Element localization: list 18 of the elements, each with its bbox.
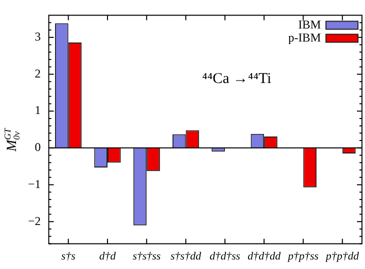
x-tick-label: d†d — [99, 250, 116, 262]
y-tick-label: −2 — [28, 214, 41, 228]
x-tick-label: s†s — [61, 250, 76, 262]
legend-label: IBM — [298, 17, 322, 32]
legend-label: p-IBM — [288, 30, 322, 44]
y-tick-label: 0 — [34, 140, 41, 154]
x-tick-label: d†d†ss — [210, 250, 240, 262]
x-tick-label: s†s†dd — [170, 250, 202, 262]
x-tick-label: s†s†ss — [132, 250, 161, 262]
y-tick-label: 1 — [34, 103, 41, 118]
x-tick-label: p†p†ss — [286, 250, 319, 262]
y-tick-label: 3 — [34, 29, 41, 44]
annotation: ⁴⁴Ca →⁴⁴Ti — [202, 71, 272, 88]
y-axis-title: MGT0ν — [2, 127, 22, 152]
x-tick-label: p†p†dd — [324, 250, 360, 262]
y-tick-label: −1 — [28, 176, 41, 191]
y-tick-label: 2 — [34, 66, 41, 80]
x-tick-label: d†d†dd — [248, 250, 282, 262]
